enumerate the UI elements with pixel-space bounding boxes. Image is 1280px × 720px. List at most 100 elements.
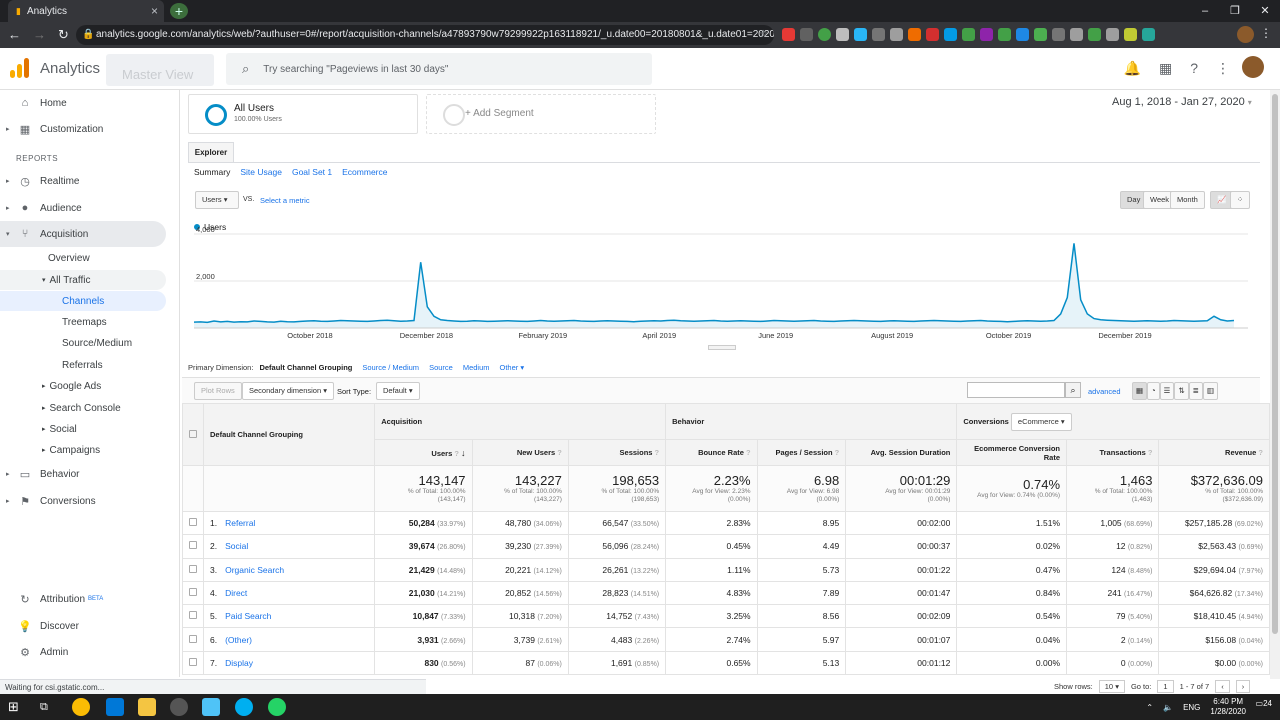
plot-rows-button[interactable]: Plot Rows [194,382,242,400]
outlook-taskbar-icon[interactable] [106,698,124,716]
chart-resize-handle[interactable] [708,345,736,350]
row-channel-link[interactable]: Social [225,541,249,552]
sidebar-item-source-medium[interactable]: Source/Medium [62,337,133,349]
prev-page-icon[interactable]: ‹ [1215,680,1230,693]
motion-chart-icon[interactable]: ⁘ [1230,191,1251,209]
volume-icon[interactable]: 🔈 [1163,702,1174,712]
row-channel-link[interactable]: Paid Search [225,611,272,622]
app-taskbar-icon[interactable] [170,698,188,716]
sidebar-item-all-traffic[interactable]: ▾ All Traffic [0,270,166,290]
show-rows-dropdown[interactable]: 10 ▾ [1098,680,1125,693]
extension-icon[interactable] [872,28,885,41]
sidebar-item-google-ads[interactable]: ▸ Google Ads [42,380,102,392]
sidebar-item-realtime[interactable]: ▸ ◷ Realtime [6,175,80,188]
browser-profile-avatar[interactable] [1237,26,1254,43]
table-search-icon[interactable]: ⌕ [1065,382,1081,398]
header-bounce-rate[interactable]: Bounce Rate ? [665,439,758,466]
row-checkbox[interactable] [189,564,197,573]
header-avg-session-duration[interactable]: Avg. Session Duration [845,439,958,466]
select-metric-link[interactable]: Select a metric [260,196,310,205]
skype-taskbar-icon[interactable] [235,698,253,716]
comparison-view-icon[interactable]: ⇅ [1174,382,1189,400]
header-sessions[interactable]: Sessions ? [567,439,667,466]
conversions-goal-dropdown[interactable]: eCommerce ▾ [1010,412,1072,431]
metric-selector[interactable]: Users ▾ [195,191,239,209]
extension-icon[interactable] [1106,28,1119,41]
minimize-icon[interactable]: – [1201,5,1209,17]
extension-icon[interactable] [980,28,993,41]
sidebar-item-home[interactable]: ⌂ Home [0,90,166,116]
lang-indicator[interactable]: ENG [1183,702,1201,712]
row-channel-link[interactable]: Display [225,657,253,668]
window-close-icon[interactable]: ✕ [1260,5,1270,17]
tab-close-icon[interactable]: × [150,4,158,18]
sort-type-dropdown[interactable]: Default ▾ [376,382,420,400]
clock[interactable]: 6:40 PM 1/28/2020 [1210,697,1246,716]
windows-start-icon[interactable]: ⊞ [8,699,19,714]
sidebar-item-campaigns[interactable]: ▸ Campaigns [42,444,101,456]
sidebar-item-acquisition[interactable]: ▾ ⑂ Acquisition [0,221,166,247]
extension-icon[interactable] [1124,28,1137,41]
subtab-site-usage[interactable]: Site Usage [240,167,282,177]
help-icon[interactable]: ? [1190,60,1198,76]
extension-icon[interactable] [818,28,831,41]
sidebar-item-customization[interactable]: ▸ ▦ Customization [6,123,104,136]
account-view-selector[interactable]: Master View [106,54,214,86]
page-scrollbar[interactable] [1270,90,1280,679]
scrollbar-thumb[interactable] [1272,94,1278,634]
file-explorer-taskbar-icon[interactable] [138,698,156,716]
row-channel-link[interactable]: Direct [225,588,248,599]
dimension-source[interactable]: Source [429,363,453,372]
tab-explorer[interactable]: Explorer [188,142,234,162]
dimension-medium[interactable]: Medium [462,363,490,372]
add-segment-button[interactable]: + Add Segment [426,94,656,134]
address-bar[interactable]: 🔒 analytics.google.com/analytics/web/?au… [76,25,774,45]
sidebar-item-social[interactable]: ▸ Social [42,423,77,435]
extension-icon[interactable] [962,28,975,41]
performance-view-icon[interactable]: ☰ [1159,382,1175,400]
select-all-checkbox[interactable] [189,429,197,438]
header-transactions[interactable]: Transactions ? [1066,439,1160,466]
reload-icon[interactable]: ↻ [58,27,69,42]
goto-input[interactable]: 1 [1157,680,1174,693]
app-taskbar-icon[interactable] [202,698,220,716]
next-page-icon[interactable]: › [1235,680,1251,693]
chart-series-line-users[interactable] [193,243,1235,324]
tray-chevron-icon[interactable]: ⌃ [1146,702,1154,712]
table-search-input[interactable] [967,382,1065,398]
extension-icon[interactable] [926,28,939,41]
more-vert-icon[interactable]: ⋮ [1216,60,1230,76]
sidebar-item-overview[interactable]: Overview [48,252,90,264]
sidebar-item-discover[interactable]: 💡 Discover [18,620,79,633]
row-checkbox[interactable] [189,588,197,597]
back-icon[interactable]: ← [8,27,21,42]
notifications-icon[interactable]: ▭24 [1255,699,1272,708]
sidebar-item-audience[interactable]: ▸ ● Audience [6,202,82,214]
row-checkbox[interactable] [189,611,197,620]
extension-icon[interactable] [1088,28,1101,41]
subtab-ecommerce[interactable]: Ecommerce [342,167,388,177]
extension-icon[interactable] [908,28,921,41]
header-pages-session[interactable]: Pages / Session ? [756,439,847,466]
extension-icon[interactable] [1016,28,1029,41]
term-cloud-view-icon[interactable]: ≣ [1188,382,1203,400]
header-revenue[interactable]: Revenue ? [1158,439,1270,466]
pie-view-icon[interactable]: ◔ [1147,382,1160,400]
notifications-bell-icon[interactable]: 🔔 [1123,60,1141,76]
row-channel-link[interactable]: (Other) [225,634,253,645]
extension-icon[interactable] [1034,28,1047,41]
task-view-icon[interactable]: ⧉ [40,701,48,713]
dimension-source-medium[interactable]: Source / Medium [362,363,420,372]
sidebar-item-referrals[interactable]: Referrals [62,359,103,371]
extension-icon[interactable] [782,28,795,41]
subtab-summary[interactable]: Summary [194,167,231,177]
chrome-taskbar-icon[interactable] [72,698,90,716]
extension-icon[interactable] [890,28,903,41]
extension-icon[interactable] [1052,28,1065,41]
maximize-icon[interactable]: ❐ [1230,5,1240,17]
whatsapp-taskbar-icon[interactable] [268,698,286,716]
sidebar-item-channels[interactable]: Channels [0,291,166,311]
advanced-filter-link[interactable]: advanced [1088,387,1121,396]
browser-menu-icon[interactable]: ⋮ [1260,26,1272,40]
granularity-month-button[interactable]: Month [1170,191,1205,209]
